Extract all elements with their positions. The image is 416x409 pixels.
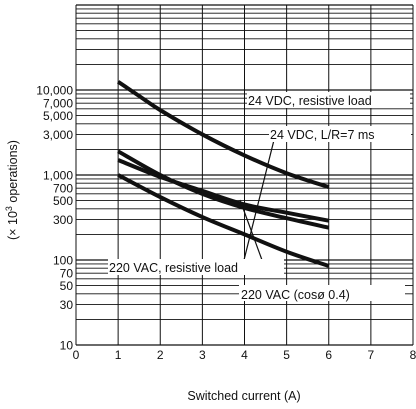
y-tick-label: 100 [53, 254, 73, 268]
y-tick-label: 3,000 [43, 128, 73, 142]
series-line-4 [117, 173, 330, 268]
annotation-leader-220vac-resistive [239, 199, 263, 261]
x-tick-label: 2 [157, 348, 164, 362]
series-line-2 [117, 149, 330, 230]
annotations [239, 139, 275, 269]
series-lines [117, 80, 330, 268]
y-tick-label: 10 [60, 339, 74, 353]
y-tick-label: 7,000 [43, 97, 73, 111]
series-line-1 [117, 80, 330, 190]
annotation-24vdc-lr: 24 VDC, L/R=7 ms [270, 128, 375, 142]
y-axis-label: (× 103 operations) [4, 140, 20, 240]
x-tick-label: 8 [410, 348, 416, 362]
annotation-bg-24vdc-resistive [247, 92, 410, 108]
y-tick-label: 1,000 [43, 169, 73, 183]
annotation-bg-220vac-resistive [108, 259, 284, 275]
annotation-bg-220vac-cos [239, 285, 405, 301]
y-axis-label-suffix: operations) [6, 140, 20, 206]
y-tick-label: 5,000 [43, 109, 73, 123]
x-tick-label: 6 [325, 348, 332, 362]
y-axis-label-prefix: (× 10 [6, 211, 20, 240]
x-tick-label: 4 [241, 348, 248, 362]
x-axis-label: Switched current (A) [187, 389, 300, 403]
y-tick-label: 10,000 [36, 84, 73, 98]
y-axis-label-exponent: 3 [4, 206, 14, 211]
x-tick-label: 7 [368, 348, 375, 362]
annotation-bg-24vdc-lr [269, 126, 411, 142]
x-tick-label: 0 [73, 348, 80, 362]
x-tick-label: 1 [115, 348, 122, 362]
annotation-leader-24vdc-lr [241, 139, 275, 269]
y-tick-label: 70 [60, 267, 74, 281]
annotation-24vdc-resistive: 24 VDC, resistive load [248, 94, 372, 108]
y-tick-label: 700 [53, 182, 73, 196]
annotation-220vac-resistive: 220 VAC, resistive load [109, 261, 238, 275]
x-tick-label: 3 [199, 348, 206, 362]
x-tick-label: 5 [283, 348, 290, 362]
y-tick-label: 30 [60, 298, 74, 312]
y-tick-label: 500 [53, 194, 73, 208]
annotation-220vac-cos: 220 VAC (cosø 0.4) [241, 288, 350, 302]
y-tick-label: 50 [60, 279, 74, 293]
y-tick-label: 300 [53, 213, 73, 227]
series-line-3 [117, 158, 330, 223]
